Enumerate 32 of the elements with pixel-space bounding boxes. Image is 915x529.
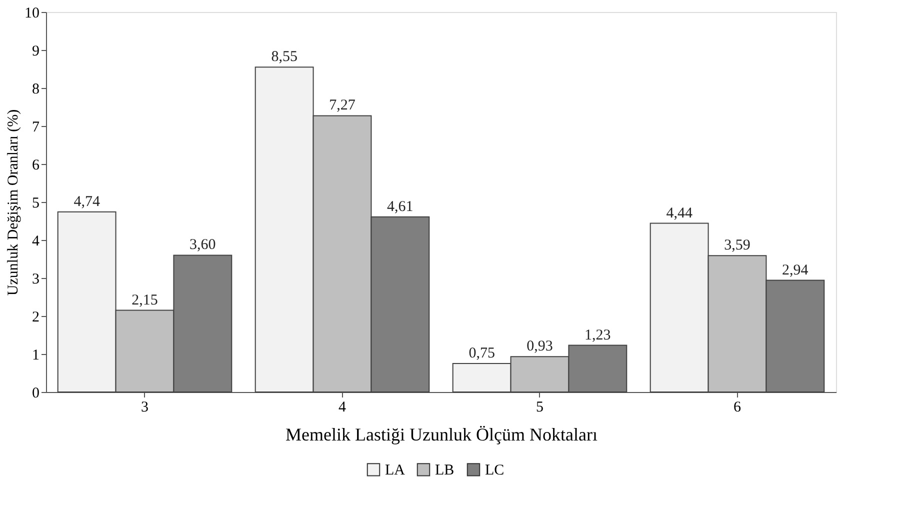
x-tick-label: 4 [338,400,346,416]
y-tick-label: 3 [32,272,40,288]
y-tick-label: 5 [32,196,40,212]
data-label: 0,75 [468,346,495,362]
y-tick-label: 2 [32,310,40,326]
y-tick-label: 4 [32,234,40,250]
x-tick-label: 3 [141,400,148,416]
data-label: 2,15 [132,292,158,308]
legend-label: LC [485,462,504,479]
legend-label: LB [435,462,454,479]
y-tick-label: 0 [32,386,40,402]
y-tick-label: 1 [32,348,40,364]
data-label: 1,23 [584,327,611,344]
x-axis-title: Memelik Lastiği Uzunluk Ölçüm Noktaları [286,424,598,444]
legend-label: LA [385,462,406,479]
data-label: 8,55 [271,49,298,66]
x-tick-label: 5 [536,400,544,416]
y-tick-label: 6 [32,158,40,174]
data-label: 2,94 [782,262,809,278]
y-axis-title: Uzunluk Değişim Oranları (%) [6,109,22,296]
data-label: 0,93 [526,338,553,355]
y-tick-label: 7 [32,120,40,136]
y-tick-label: 9 [32,44,40,60]
x-tick-label: 6 [734,400,742,416]
data-label: 3,60 [190,237,216,254]
y-tick-label: 8 [32,82,40,98]
y-tick-label: 10 [24,6,40,22]
data-label: 4,74 [74,194,100,210]
data-label: 4,44 [666,205,693,222]
data-label: 7,27 [329,98,356,114]
data-label: 4,61 [387,198,414,215]
data-label: 3,59 [724,238,750,254]
